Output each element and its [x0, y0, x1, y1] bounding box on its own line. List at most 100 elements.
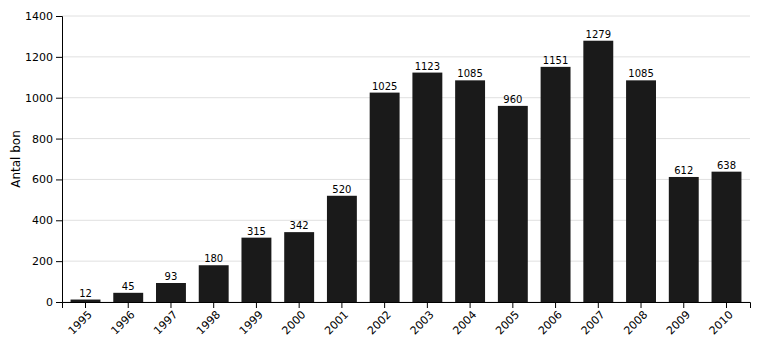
x-tick: 2007 — [579, 302, 608, 337]
y-tick: 200 — [32, 255, 62, 268]
y-tick-mark — [56, 261, 62, 262]
y-axis: 0 200 400 600 800 1000 1200 1400 — [25, 10, 63, 309]
x-tick: 2001 — [322, 302, 351, 337]
x-tick-label: 2008 — [621, 308, 650, 337]
data-label: 960 — [503, 94, 522, 105]
bar — [370, 93, 400, 302]
bar — [455, 80, 485, 302]
x-tick-label: 2009 — [664, 308, 693, 337]
x-tick: 1996 — [109, 302, 138, 337]
x-tick-mark — [598, 302, 599, 308]
x-tick-mark — [726, 302, 727, 308]
data-label: 315 — [247, 226, 266, 237]
x-tick: 2009 — [664, 302, 693, 337]
bar — [412, 73, 442, 302]
data-label: 1279 — [586, 29, 611, 40]
x-tick-label: 1997 — [151, 308, 180, 337]
data-label: 45 — [122, 281, 135, 292]
bar — [626, 80, 656, 302]
x-tick-label: 2000 — [279, 308, 308, 337]
x-tick-label: 2007 — [579, 308, 608, 337]
x-tick: 2010 — [707, 302, 736, 337]
x-tick-mark — [256, 302, 257, 308]
data-label: 180 — [204, 253, 223, 264]
x-tick: 1997 — [151, 302, 180, 337]
data-label: 1151 — [543, 55, 568, 66]
x-tick-label: 2010 — [707, 308, 736, 337]
x-tick-label: 1995 — [66, 308, 95, 337]
x-tick: 2003 — [408, 302, 437, 337]
bar — [241, 238, 271, 302]
y-tick: 0 — [46, 296, 62, 309]
x-tick-mark — [341, 302, 342, 308]
bar — [712, 172, 742, 302]
x-tick-mark — [470, 302, 471, 308]
x-tick: 2008 — [621, 302, 650, 337]
data-label: 12 — [79, 288, 92, 299]
plot-area: 0200400600800100012001400199519961997199… — [25, 10, 751, 337]
x-tick-mark — [512, 302, 513, 308]
x-tick-mark — [85, 302, 86, 308]
data-label: 342 — [290, 220, 309, 231]
y-tick-mark — [56, 57, 62, 58]
data-label: 1085 — [628, 68, 653, 79]
x-tick-label: 2001 — [322, 308, 351, 337]
x-tick-mark — [213, 302, 214, 308]
data-label: 520 — [332, 184, 351, 195]
y-tick: 400 — [32, 214, 62, 227]
x-tick: 2000 — [279, 302, 308, 337]
x-tick: 1995 — [66, 302, 95, 337]
bar — [327, 196, 357, 302]
y-tick: 1400 — [25, 10, 62, 23]
grid-line — [62, 16, 750, 17]
x-tick-label: 2006 — [536, 308, 565, 337]
y-tick-mark — [56, 220, 62, 221]
bar — [71, 300, 101, 302]
bar — [113, 293, 143, 302]
y-axis-line — [56, 17, 63, 303]
x-axis-line — [63, 303, 751, 309]
x-tick-label: 1999 — [237, 308, 266, 337]
x-tick: 2005 — [493, 302, 522, 337]
bar — [498, 106, 528, 302]
x-tick-mark — [683, 302, 684, 308]
data-label: 1123 — [415, 61, 440, 72]
y-tick-label: 1000 — [25, 92, 53, 105]
y-tick-label: 0 — [46, 296, 53, 309]
x-tick-mark — [299, 302, 300, 308]
y-tick: 800 — [32, 133, 62, 146]
data-label: 612 — [674, 165, 693, 176]
x-tick: 2006 — [536, 302, 565, 337]
y-tick-label: 200 — [32, 255, 53, 268]
chart-svg: 0200400600800100012001400199519961997199… — [0, 0, 766, 354]
x-tick-mark — [641, 302, 642, 308]
y-tick: 600 — [32, 173, 62, 186]
bar — [199, 265, 229, 302]
data-label: 638 — [717, 160, 736, 171]
data-label: 93 — [165, 271, 178, 282]
data-label: 1085 — [457, 68, 482, 79]
bar — [583, 41, 613, 302]
data-label: 1025 — [372, 81, 397, 92]
y-tick-label: 1200 — [25, 51, 53, 64]
y-tick-label: 400 — [32, 214, 53, 227]
data-labels: 12 45 93 180 315 342 520 1025 1123 1085 960 1151 127… — [79, 29, 736, 299]
x-tick-mark — [427, 302, 428, 308]
x-tick: 1998 — [194, 302, 223, 337]
bar — [669, 177, 699, 302]
y-tick-mark — [56, 98, 62, 99]
y-axis-title: Antal bon — [9, 130, 23, 188]
chart-container: 0200400600800100012001400199519961997199… — [0, 0, 766, 354]
x-tick: 2004 — [450, 302, 479, 337]
x-tick-label: 2003 — [408, 308, 437, 337]
grid — [62, 16, 750, 302]
bar — [156, 283, 186, 302]
y-tick-label: 600 — [32, 173, 53, 186]
y-tick: 1000 — [25, 92, 62, 105]
x-tick-label: 2002 — [365, 308, 394, 337]
x-axis: 1995 1996 1997 1998 1999 2000 2001 2002 2003 2004… — [63, 302, 751, 337]
x-tick-mark — [555, 302, 556, 308]
y-tick: 1200 — [25, 51, 62, 64]
x-tick-mark — [128, 302, 129, 308]
bars — [71, 41, 742, 302]
